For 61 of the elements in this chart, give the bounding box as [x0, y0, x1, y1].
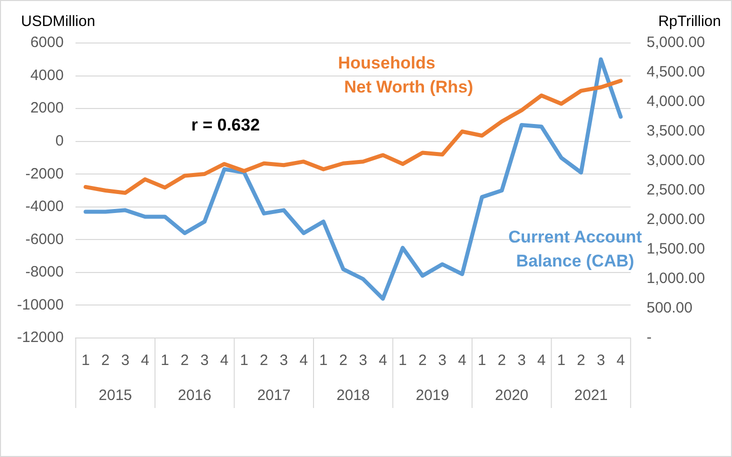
- x-tick-label: 3: [358, 352, 368, 370]
- x-tick-label: 2: [260, 352, 268, 370]
- text: 2015: [98, 387, 132, 404]
- y2-tick-label: 2,500.00: [646, 182, 705, 199]
- y-tick-label: 4000: [30, 66, 64, 84]
- x-tick-label: 1: [319, 352, 328, 370]
- x-tick-label: 2: [498, 352, 506, 370]
- y2-tick-label: -: [646, 329, 652, 346]
- x-tick-label: 3: [438, 352, 447, 370]
- series-label: Current Account Balance (CAB): [508, 227, 642, 270]
- text: 2019: [416, 387, 450, 404]
- y-tick-label: -4000: [25, 198, 64, 216]
- y2-tick-label: 3,000.00: [646, 152, 705, 170]
- y2-tick-label: 5,000.00: [646, 34, 705, 52]
- text: 2018: [336, 387, 370, 404]
- x-tick-label: 1: [557, 352, 566, 370]
- x-tick-label: 4: [140, 352, 150, 370]
- x-tick-label: 4: [220, 352, 229, 370]
- x-tick-label: 4: [458, 352, 466, 370]
- x-tick-label: 3: [596, 352, 606, 370]
- annotation: r = 0.632: [191, 115, 260, 134]
- text: 2017: [257, 387, 291, 404]
- y-tick-label: -12000: [16, 329, 64, 346]
- x-tick-label: 3: [200, 352, 209, 370]
- y2-tick-label: 1,500.00: [646, 240, 705, 258]
- y2-axis-title: RpTrillion: [658, 13, 721, 30]
- y-tick-label: 2000: [30, 100, 64, 117]
- x-tick-label: 2: [101, 352, 110, 370]
- x-tick-label: 1: [81, 352, 90, 370]
- x-tick-label: 1: [240, 352, 248, 370]
- y2-tick-label: 500.00: [646, 300, 692, 317]
- y-tick-label: 0: [55, 132, 64, 150]
- text: 2021: [574, 387, 608, 404]
- x-tick-label: 2: [576, 352, 586, 370]
- x-tick-label: 4: [616, 352, 625, 370]
- text: 2020: [495, 387, 528, 404]
- y2-tick-label: 4,500.00: [646, 64, 705, 81]
- y-tick-label: -2000: [25, 165, 64, 182]
- x-tick-label: 4: [537, 352, 546, 370]
- x-tick-label: 2: [418, 352, 427, 370]
- y2-tick-label: 1,000.00: [646, 270, 705, 288]
- y-tick-label: -8000: [25, 264, 64, 281]
- y2-tick-label: 4,000.00: [646, 93, 705, 110]
- y-axis-title: USDMillion: [21, 13, 96, 30]
- x-tick-label: 3: [517, 352, 526, 370]
- x-tick-label: 1: [160, 352, 170, 370]
- x-tick-label: 2: [180, 352, 189, 370]
- x-tick-label: 2: [339, 352, 348, 370]
- y-tick-label: -10000: [16, 296, 64, 314]
- x-tick-label: 3: [121, 352, 130, 370]
- text: 2016: [178, 387, 212, 404]
- x-tick-label: 1: [478, 352, 486, 370]
- x-tick-label: 3: [280, 352, 288, 370]
- x-tick-label: 1: [398, 352, 407, 370]
- y-tick-label: 6000: [30, 34, 64, 52]
- x-tick-label: 4: [378, 352, 388, 370]
- x-tick-label: 4: [299, 352, 308, 370]
- y2-tick-label: 2,000.00: [646, 211, 705, 228]
- y-tick-label: -6000: [25, 230, 64, 248]
- y2-tick-label: 3,500.00: [646, 122, 705, 140]
- text: Households Net Worth (Rhs): [338, 53, 474, 96]
